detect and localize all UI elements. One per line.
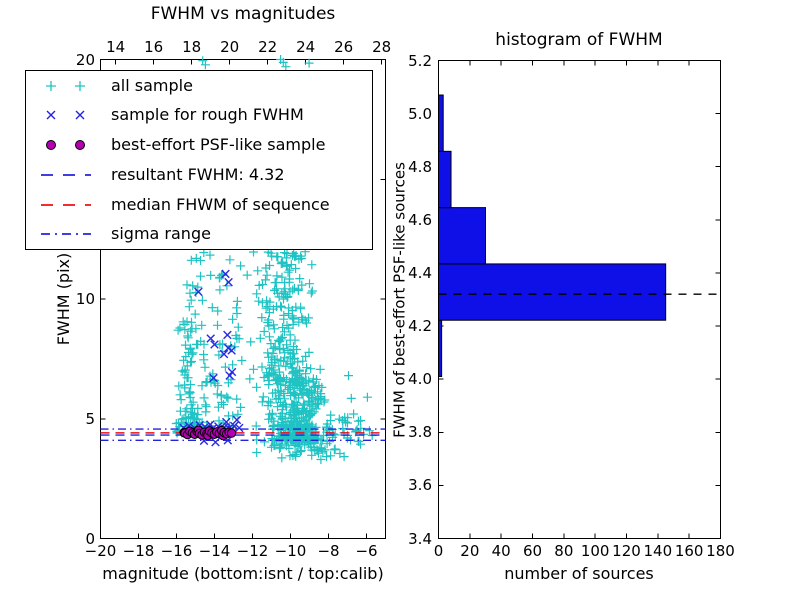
top-x-tick-label: 18: [182, 38, 202, 56]
legend-entry-label: sigma range: [111, 224, 211, 244]
right-y-tick-label: 4.8: [408, 157, 432, 176]
left-plot-xlabel: magnitude (bottom:isnt / top:calib): [102, 564, 384, 583]
left-y-tick-label: 10: [75, 290, 95, 308]
histogram-bar: [438, 94, 444, 152]
right-x-tick-label: 40: [491, 542, 511, 560]
left-x-tick-label: −12: [236, 542, 269, 560]
right-x-tick-label: 160: [674, 542, 704, 560]
top-x-tick-label: 20: [220, 38, 240, 56]
right-x-tick-label: 120: [612, 542, 641, 560]
right-x-tick-label: 20: [460, 542, 480, 560]
left-x-tick-label: −20: [84, 542, 117, 560]
top-x-tick-label: 16: [144, 38, 164, 56]
right-y-tick-label: 4.0: [408, 370, 432, 389]
left-y-tick-label: 5: [85, 409, 95, 428]
legend-entry: resultant FWHM: 4.32: [26, 160, 372, 190]
right-x-tick-label: 80: [554, 542, 574, 560]
rough-sample-points: [179, 269, 244, 447]
right-x-tick-label: 180: [706, 542, 735, 560]
left-x-tick-label: −18: [122, 542, 155, 560]
left-plot-title: FWHM vs magnitudes: [150, 4, 336, 24]
legend: all sample sample for rough FWHM best-effo…: [25, 70, 373, 250]
legend-key-plus-icon: [46, 80, 85, 91]
right-y-tick-label: 3.8: [408, 423, 432, 442]
top-x-tick-label: 28: [372, 38, 392, 56]
legend-entry: median FHWM of sequence: [26, 190, 372, 220]
left-x-tick-label: −6: [355, 542, 378, 560]
right-y-tick-label: 4.4: [408, 263, 432, 282]
right-y-tick-label: 4.2: [408, 317, 432, 336]
legend-entry-label: best-effort PSF-like sample: [111, 135, 326, 155]
right-plot-xlabel: number of sources: [504, 564, 654, 583]
left-y-tick-label: 20: [75, 50, 95, 69]
left-y-tick-label: 0: [85, 529, 95, 548]
legend-entry-label: all sample: [111, 75, 193, 95]
histogram-bar: [438, 263, 667, 321]
right-y-tick-label: 3.4: [408, 529, 432, 548]
right-y-tick-label: 5.2: [408, 51, 432, 70]
legend-entry: sample for rough FWHM: [26, 101, 372, 131]
top-x-tick-label: 24: [296, 38, 316, 56]
legend-key-circle-icon: [46, 140, 85, 151]
legend-key-dashed-icon: [41, 203, 91, 206]
legend-key-dashdot-icon: [41, 233, 91, 236]
legend-entry: best-effort PSF-like sample: [26, 130, 372, 160]
histogram-bar: [438, 319, 443, 378]
left-x-tick-label: −14: [198, 542, 231, 560]
legend-entry-label: resultant FWHM: 4.32: [111, 164, 285, 184]
right-x-tick-label: 140: [643, 542, 673, 560]
legend-entry: all sample: [26, 71, 372, 101]
right-x-tick-label: 100: [580, 542, 610, 560]
left-plot-ylabel: FWHM (pix): [54, 252, 73, 346]
top-x-tick-label: 14: [106, 38, 126, 56]
top-x-tick-label: 26: [334, 38, 354, 56]
legend-entry-label: sample for rough FWHM: [111, 105, 304, 125]
psf-sample-point: [226, 428, 237, 438]
left-x-tick-label: −8: [317, 542, 340, 560]
legend-entry: sigma range: [26, 219, 372, 249]
histogram-bar: [438, 207, 486, 265]
right-y-tick-label: 4.6: [408, 210, 432, 229]
left-x-tick-label: −16: [160, 542, 193, 560]
top-x-tick-label: 22: [258, 38, 278, 56]
legend-key-x-icon: [46, 110, 85, 120]
histogram-bar: [438, 150, 452, 209]
legend-entry-label: median FHWM of sequence: [111, 194, 330, 214]
right-y-tick-label: 5.0: [408, 104, 432, 123]
right-x-tick-label: 60: [522, 542, 543, 560]
legend-key-dashed-icon: [41, 173, 91, 176]
right-x-tick-label: 0: [433, 542, 444, 560]
right-plot-ylabel: FWHM of best-effort PSF-like sources: [390, 162, 409, 438]
left-x-tick-label: −10: [274, 542, 307, 560]
right-y-tick-label: 3.6: [408, 476, 432, 495]
right-plot-title: histogram of FWHM: [495, 30, 663, 50]
